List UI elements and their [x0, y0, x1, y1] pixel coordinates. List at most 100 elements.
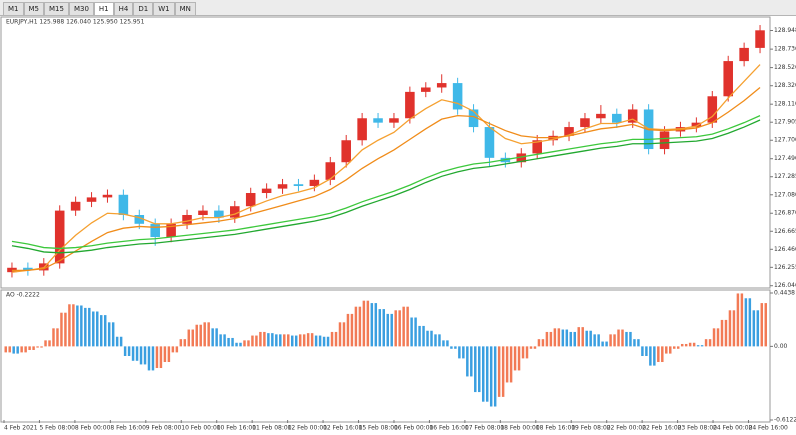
ao-bar	[493, 346, 497, 407]
timeframe-tab[interactable]: H1	[93, 2, 114, 15]
y-tick-label: 127.490	[774, 155, 796, 162]
ao-bar	[629, 331, 632, 347]
candle-body	[102, 194, 113, 198]
ao-bar	[291, 335, 294, 347]
candle-body	[389, 118, 399, 123]
y-tick-label: 126.665	[774, 228, 796, 235]
ao-bar	[621, 329, 624, 347]
ao-bar	[40, 346, 43, 348]
candle-body	[214, 210, 224, 218]
ao-bar	[4, 346, 7, 353]
ao-bar	[442, 340, 445, 347]
ao-bar	[398, 310, 401, 347]
candle-body	[166, 223, 176, 237]
candle-body	[436, 83, 447, 88]
moving-average	[11, 86, 761, 272]
ao-bar	[175, 346, 179, 353]
ao-bar	[529, 346, 533, 349]
candle-body	[659, 131, 670, 150]
ao-bar	[111, 322, 115, 347]
y-tick-label: 126.046	[774, 282, 796, 289]
x-tick-label: 24 Feb 00:00	[713, 425, 753, 432]
timeframe-tab[interactable]: W1	[153, 2, 175, 15]
ao-bar	[450, 346, 453, 349]
ao-bar	[676, 346, 680, 349]
ao-bar	[394, 310, 397, 347]
ao-bar	[700, 345, 704, 347]
ao-bar	[696, 345, 700, 347]
x-tick-label: 16 Feb 16:00	[429, 425, 469, 432]
ao-bar	[32, 346, 35, 350]
ao-bar	[406, 306, 409, 347]
timeframe-tab[interactable]: H4	[113, 2, 134, 15]
y-tick-label: 128.110	[774, 101, 796, 108]
timeframe-tab[interactable]: M15	[44, 2, 69, 15]
y-tick-label: 126.870	[774, 210, 796, 217]
ao-bar	[617, 329, 620, 347]
candle-body	[357, 118, 367, 141]
ao-bar	[243, 340, 246, 347]
ao-bar	[378, 309, 382, 347]
ao-bar	[259, 331, 262, 347]
x-tick-label: 10 Feb 16:00	[217, 425, 257, 432]
x-tick-label: 22 Feb 16:00	[642, 425, 682, 432]
ao-bar	[509, 346, 513, 383]
ao-bar	[231, 337, 234, 347]
ao-bar	[366, 300, 370, 347]
candle-body	[182, 215, 192, 224]
ao-bar	[8, 346, 11, 353]
ao-bar	[597, 334, 600, 347]
ao-bar	[446, 340, 449, 347]
ao-bar	[88, 307, 91, 347]
timeframe-tab[interactable]: M30	[68, 2, 94, 15]
timeframe-tab[interactable]: M5	[23, 2, 44, 15]
ao-bar	[641, 346, 644, 356]
candle-body	[580, 118, 590, 128]
ao-bar	[541, 339, 545, 347]
ao-bar	[533, 346, 537, 349]
ao-bar	[720, 319, 724, 347]
ao-bar	[673, 346, 676, 349]
candle-body	[739, 47, 749, 62]
moving-average	[11, 115, 761, 250]
candle-body	[134, 215, 145, 224]
ao-bar	[211, 328, 214, 347]
ao-bar	[374, 303, 378, 347]
candle-body	[516, 153, 527, 163]
ao-bar	[418, 325, 421, 347]
ao-bar	[438, 334, 441, 347]
y-tick-label: 128.948	[774, 27, 796, 34]
candle-body	[532, 140, 542, 154]
candle-body	[23, 267, 33, 271]
ao-bar	[76, 305, 79, 347]
ao-bar	[760, 303, 764, 347]
ao-bar	[191, 329, 194, 347]
candle-body	[612, 113, 622, 123]
ao-bar	[513, 346, 517, 371]
timeframe-tab[interactable]: D1	[133, 2, 154, 15]
y-tick-label: -0.6122	[774, 417, 796, 424]
ao-bar	[338, 322, 342, 347]
x-tick-label: 4 Feb 2021	[4, 425, 38, 432]
ao-bar	[56, 328, 59, 347]
ao-bar	[239, 342, 242, 347]
ao-bar	[103, 315, 107, 347]
ao-bar	[139, 346, 143, 365]
ao-bar	[251, 335, 254, 347]
ao-bar	[549, 331, 553, 347]
candle-body	[755, 30, 765, 48]
ao-bar	[330, 331, 334, 347]
ao-frame	[0, 289, 771, 423]
timeframe-tab[interactable]: MN	[174, 2, 196, 15]
ao-bar	[665, 346, 668, 354]
ao-bar	[72, 304, 75, 347]
timeframe-tab[interactable]: M1	[3, 2, 24, 15]
ao-bar	[12, 346, 15, 354]
ao-bar	[724, 319, 728, 347]
ao-bar	[382, 309, 385, 347]
candle-body	[150, 223, 160, 237]
ao-bar	[223, 334, 226, 347]
ao-bar	[474, 346, 477, 393]
candle-body	[54, 210, 65, 264]
ao-bar	[601, 341, 604, 347]
